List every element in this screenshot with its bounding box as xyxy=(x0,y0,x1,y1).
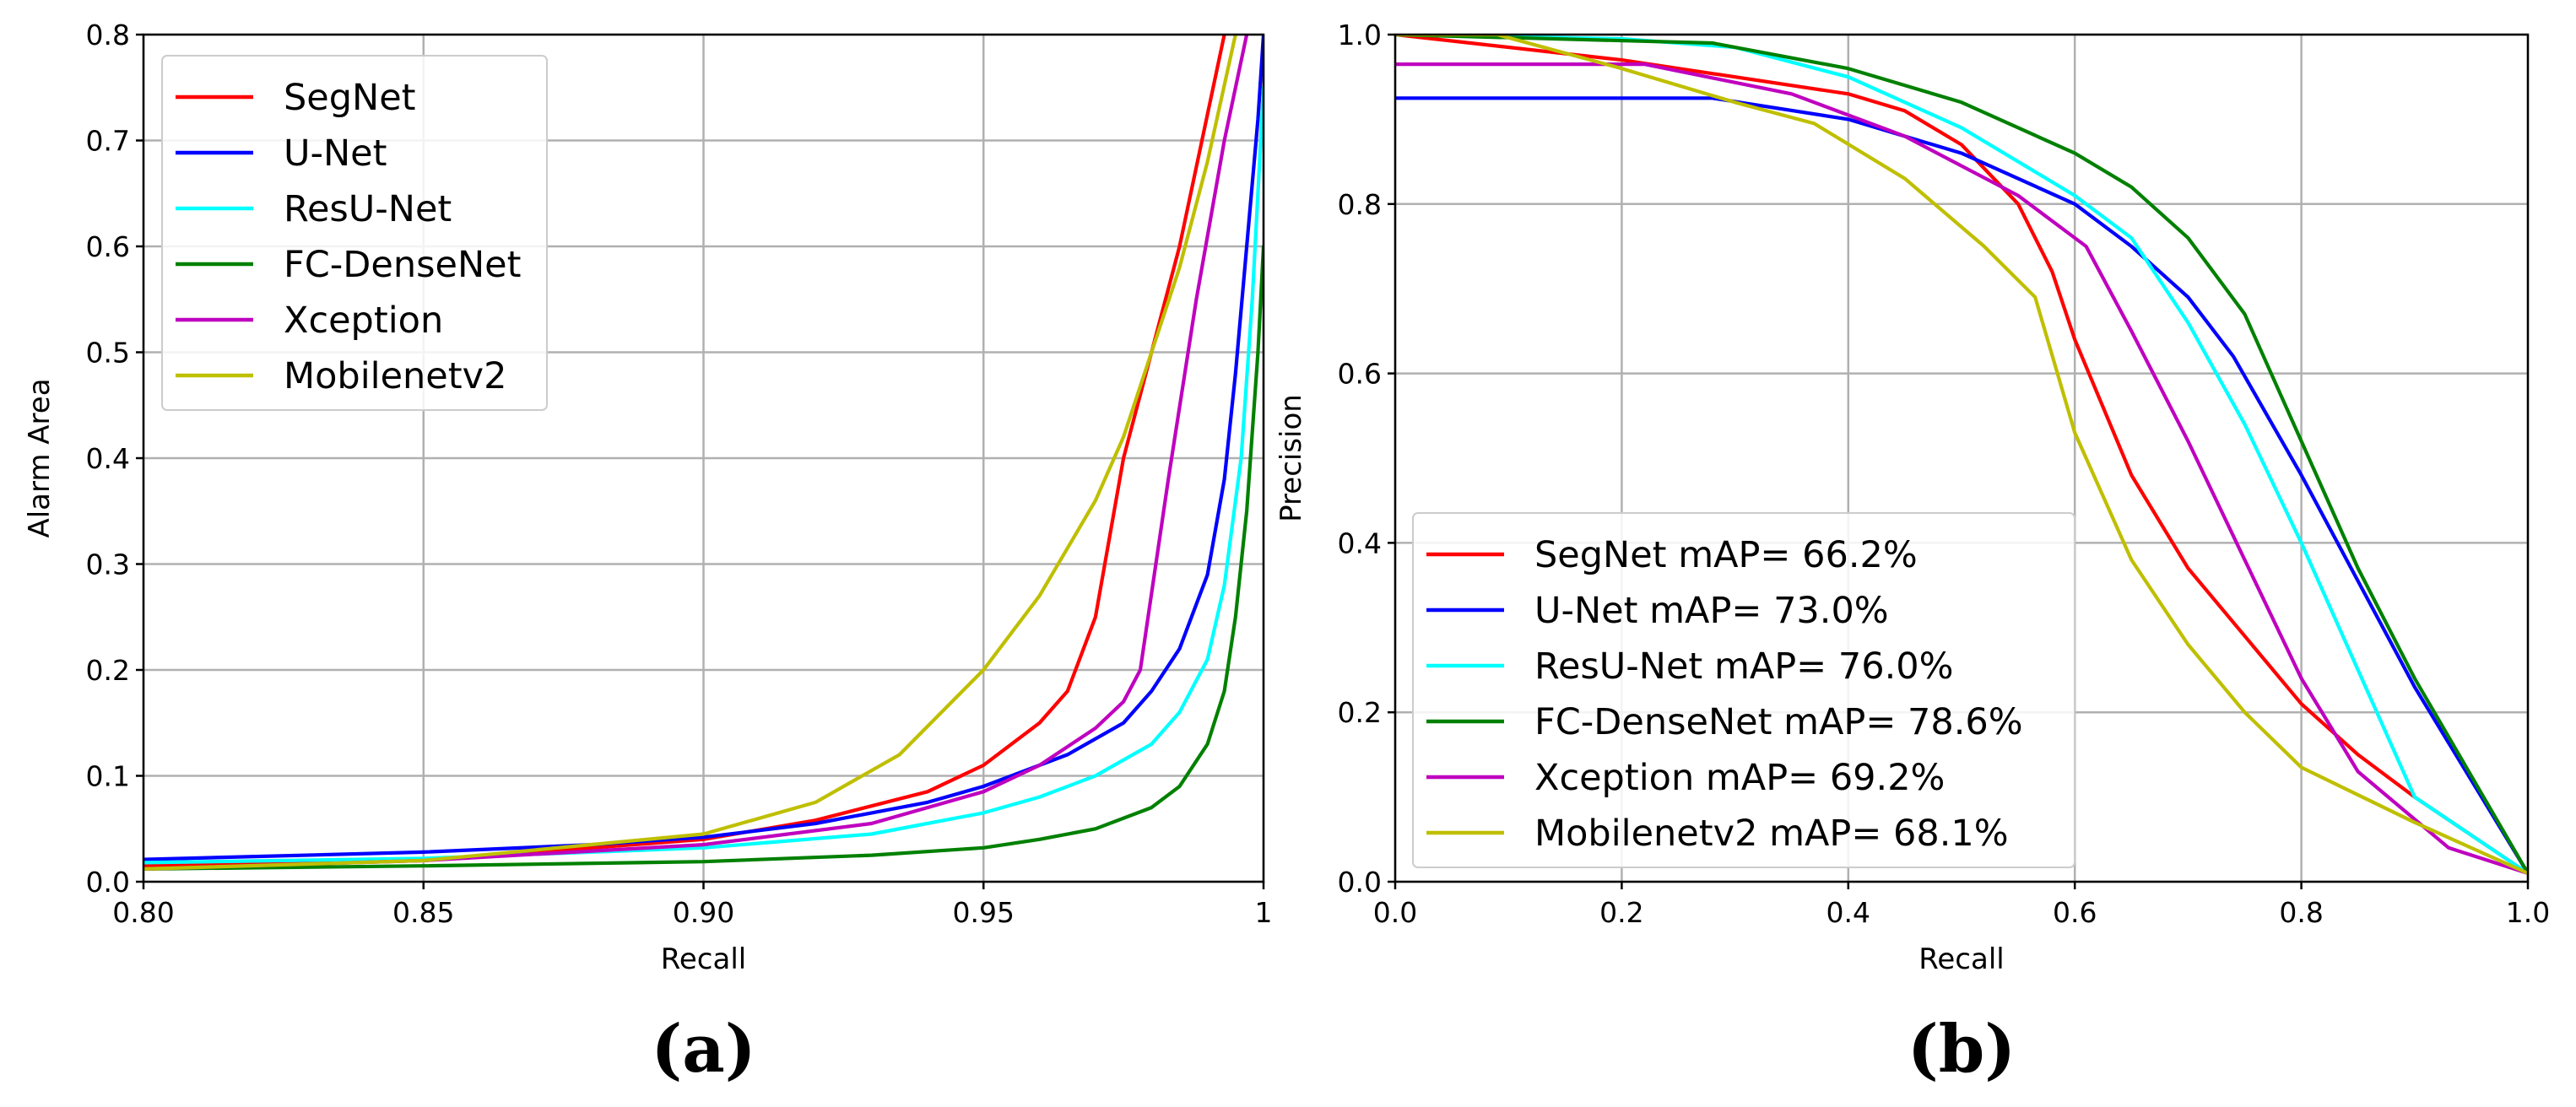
y-tick-label: 0.7 xyxy=(86,125,130,158)
x-tick-label: 0.4 xyxy=(1826,896,1870,929)
series-line-xception xyxy=(143,35,1249,872)
legend-label: U-Net mAP= 73.0% xyxy=(1534,590,1889,632)
series-group xyxy=(1395,35,2528,876)
x-tick-label: 0.85 xyxy=(392,896,454,929)
series-group xyxy=(143,35,1264,872)
x-tick-label: 0.2 xyxy=(1599,896,1643,929)
x-tick-label: 0.6 xyxy=(2053,896,2097,929)
legend-box xyxy=(1412,512,2075,868)
y-tick-label: 0.1 xyxy=(86,760,130,793)
legend-label: Xception xyxy=(284,300,443,342)
panel-b: 0.0 0.2 0.4 0.6 0.8 1.0 0.0 0.2 0.4 0.6 0.8 1.0 Reca… xyxy=(1274,19,2550,1088)
x-tick-label: 1 xyxy=(1255,896,1273,929)
y-tick-label: 0.0 xyxy=(86,866,130,899)
series-line-u-net xyxy=(143,35,1264,861)
panel-caption: (b) xyxy=(1908,1011,2016,1088)
legend-label: ResU-Net xyxy=(284,188,452,230)
x-tick-label: 0.80 xyxy=(112,896,174,929)
legend: SegNet U-Net ResU-Net FC-DenseNet Xception Mo… xyxy=(161,55,548,411)
x-tick-label: 1.0 xyxy=(2506,896,2550,929)
y-tick-label: 1.0 xyxy=(1338,19,1382,51)
series-line-mobilenetv2 xyxy=(143,35,1237,872)
legend-label: SegNet xyxy=(284,77,416,119)
legend-label: Mobilenetv2 xyxy=(284,355,506,397)
series-line-mobilenetv2 xyxy=(1395,35,2528,876)
legend-label: U-Net xyxy=(284,132,387,175)
panel-a: 0.80 0.85 0.90 0.95 1 0.0 0.1 0.2 0.3 0.4 0.5 0.6 0.… xyxy=(23,19,1273,1088)
y-tick-label: 0.8 xyxy=(1338,188,1382,221)
legend-label: FC-DenseNet xyxy=(284,244,521,286)
legend-label: SegNet mAP= 66.2% xyxy=(1534,534,1918,576)
y-axis-label: Alarm Area xyxy=(23,378,57,537)
series-line-segnet xyxy=(143,35,1226,868)
y-tick-label: 0.6 xyxy=(1338,358,1382,391)
legend-label: Mobilenetv2 mAP= 68.1% xyxy=(1534,813,2009,855)
y-tick-label: 0.2 xyxy=(1338,696,1382,729)
x-tick-label: 0.90 xyxy=(673,896,734,929)
y-tick-label: 0.0 xyxy=(1338,866,1382,899)
x-axis-label: Recall xyxy=(1918,942,2004,976)
legend-label: Xception mAP= 69.2% xyxy=(1534,757,1945,799)
y-tick-label: 0.3 xyxy=(86,548,130,581)
y-axis-label: Precision xyxy=(1274,394,1308,522)
y-tick-label: 0.2 xyxy=(86,654,130,687)
series-line-fc-densenet xyxy=(1395,35,2528,876)
legend-label: ResU-Net mAP= 76.0% xyxy=(1534,645,1953,688)
y-tick-label: 0.5 xyxy=(86,337,130,370)
series-line-fc-densenet xyxy=(143,244,1264,872)
x-tick-label: 0.8 xyxy=(2279,896,2323,929)
x-tick-label: 0.0 xyxy=(1373,896,1417,929)
plot-frame xyxy=(1394,33,2530,883)
legend: SegNet mAP= 66.2% U-Net mAP= 73.0% ResU-Ne… xyxy=(1412,512,2075,868)
series-line-xception xyxy=(1395,62,2528,876)
y-tick-label: 0.8 xyxy=(86,19,130,51)
y-tick-label: 0.4 xyxy=(1338,526,1382,559)
panel-caption: (a) xyxy=(651,1011,755,1088)
legend-label: FC-DenseNet mAP= 78.6% xyxy=(1534,701,2023,743)
series-line-u-net xyxy=(1395,96,2528,876)
y-tick-label: 0.4 xyxy=(86,442,130,475)
series-line-resu-net xyxy=(143,85,1264,865)
x-axis-label: Recall xyxy=(661,942,746,976)
y-tick-label: 0.6 xyxy=(86,230,130,263)
legend-box xyxy=(161,55,548,411)
x-tick-label: 0.95 xyxy=(953,896,1015,929)
